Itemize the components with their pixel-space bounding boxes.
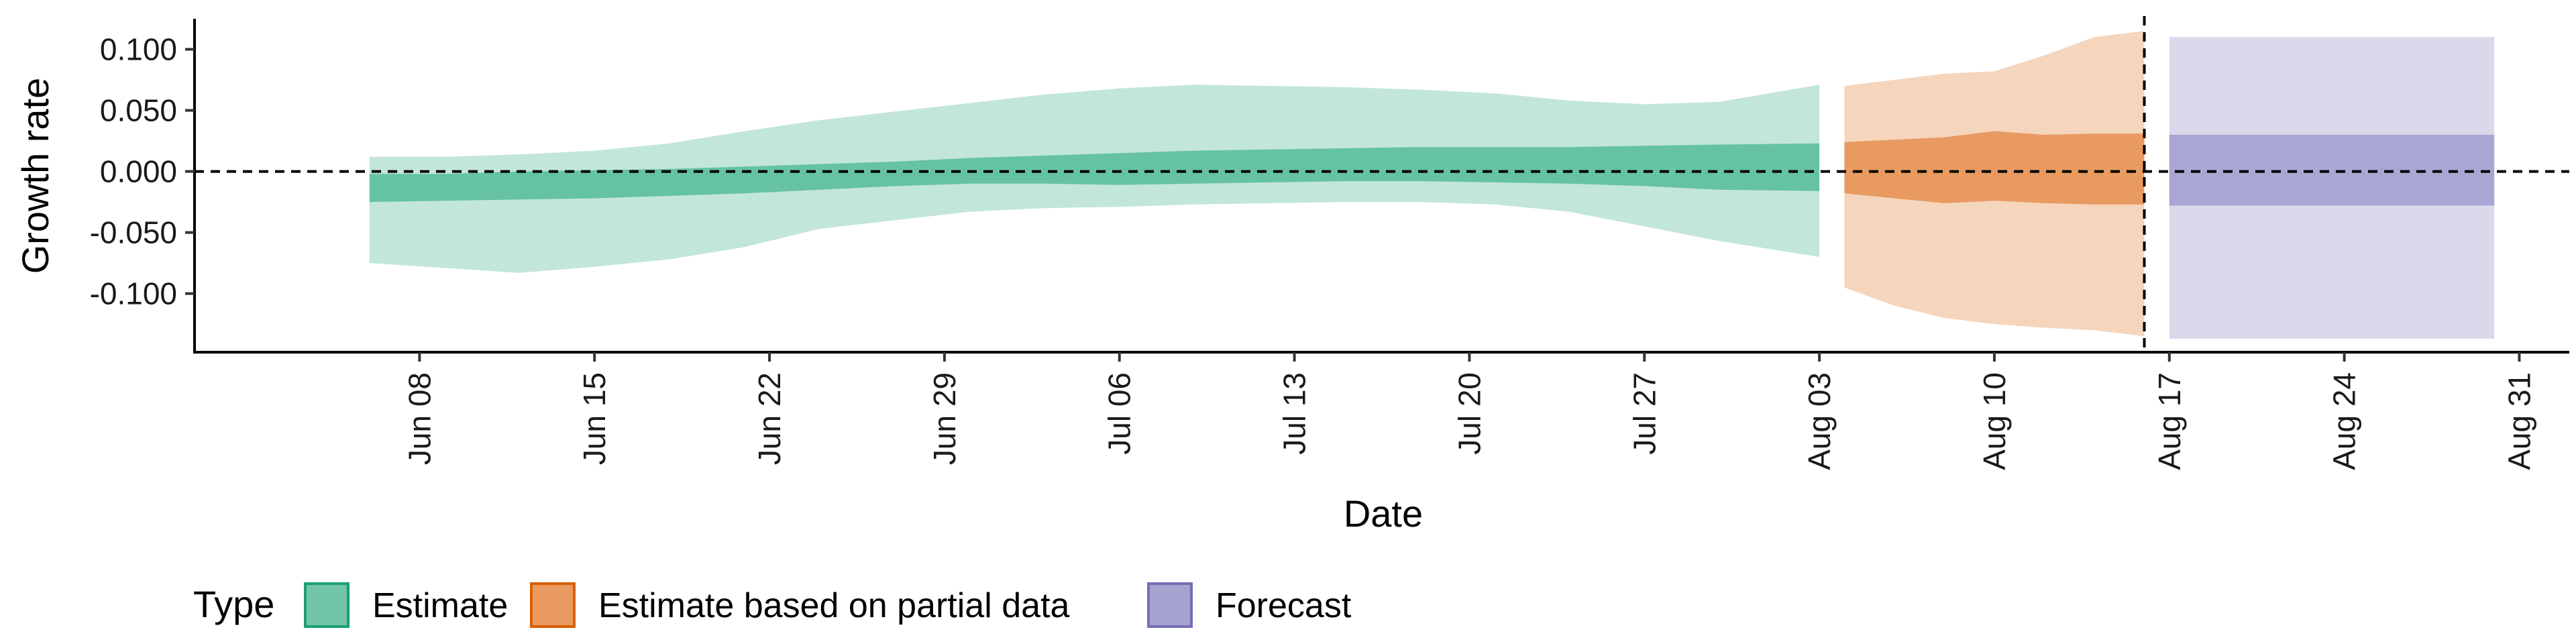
reference-lines: [195, 16, 2569, 352]
legend-key-estimate: [304, 582, 350, 628]
legend-label-estimate: Estimate: [372, 586, 508, 625]
legend: Type Estimate Estimate based on partial da…: [193, 582, 1352, 628]
x-tick-label: Aug 17: [2152, 372, 2187, 470]
x-tick-label: Jun 08: [402, 372, 437, 465]
x-tick-label: Aug 03: [1802, 372, 1837, 470]
x-tick-label: Jul 27: [1627, 372, 1662, 455]
data-bands: [369, 31, 2495, 339]
legend-key-forecast: [1147, 582, 1193, 628]
legend-item-estimate: Estimate: [304, 582, 508, 628]
x-axis-title: Date: [1344, 492, 1423, 535]
partial-data-band-50: [1844, 131, 2145, 205]
legend-item-partial-data: Estimate based on partial data: [530, 582, 1070, 628]
x-tick-label: Jul 13: [1277, 372, 1312, 455]
legend-title: Type: [193, 583, 274, 625]
axes: 0.100 0.050 0.000 -0.050 -0.100 Jun 08 Jun 15 J…: [90, 19, 2569, 470]
y-tick-label: 0.050: [100, 93, 177, 128]
estimate-band-50: [369, 143, 1820, 203]
legend-key-partial-data: [530, 582, 576, 628]
y-tick-label: 0.100: [100, 32, 177, 67]
x-tick-label: Aug 24: [2327, 372, 2362, 470]
forecast-band-50: [2169, 134, 2495, 206]
legend-label-forecast: Forecast: [1216, 586, 1352, 625]
x-tick-label: Jun 22: [752, 372, 787, 465]
x-tick-label: Aug 10: [1977, 372, 2012, 470]
x-tick-label: Jun 15: [577, 372, 612, 465]
x-tick-label: Jun 29: [927, 372, 962, 465]
y-tick-label: -0.100: [90, 276, 177, 311]
legend-label-partial-data: Estimate based on partial data: [598, 586, 1070, 625]
y-tick-label: 0.000: [100, 154, 177, 189]
x-tick-label: Aug 31: [2502, 372, 2537, 470]
y-axis-title: Growth rate: [14, 78, 56, 274]
legend-item-forecast: Forecast: [1147, 582, 1352, 628]
x-tick-label: Jul 06: [1102, 372, 1137, 455]
y-tick-label: -0.050: [90, 215, 177, 250]
x-tick-label: Jul 20: [1452, 372, 1487, 455]
